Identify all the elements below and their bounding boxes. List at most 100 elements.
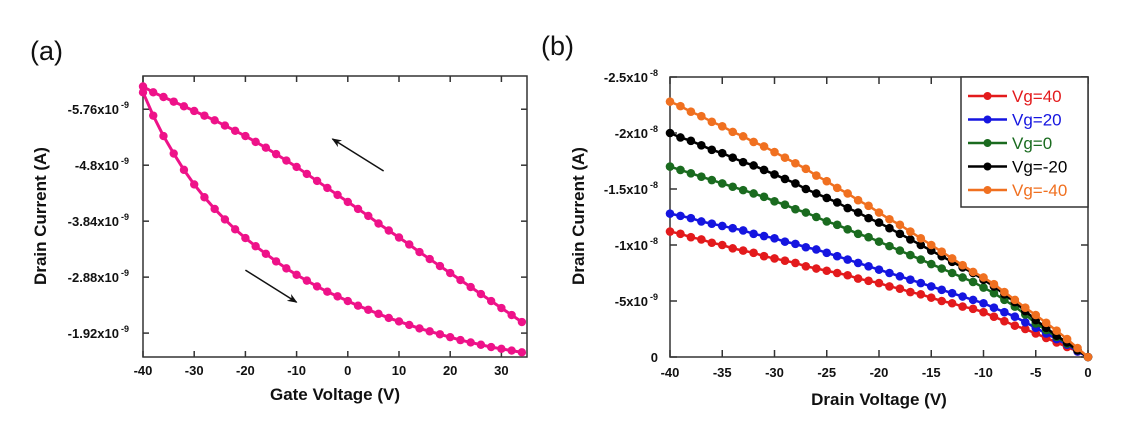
data-point — [466, 282, 475, 292]
data-point — [801, 242, 811, 252]
data-point — [717, 148, 727, 158]
data-point — [697, 235, 706, 244]
data-point — [770, 233, 779, 243]
y-tick-label: -1.5x10 -8 — [604, 180, 658, 197]
data-point — [292, 270, 301, 279]
data-point — [486, 296, 496, 306]
data-point — [979, 273, 988, 282]
data-point — [801, 261, 811, 271]
y-tick-label: -4.8x10 -9 — [75, 156, 129, 173]
data-point — [138, 82, 148, 91]
data-point — [968, 267, 978, 277]
x-tick-label: -5 — [1030, 365, 1042, 380]
data-point — [517, 348, 527, 357]
data-point — [415, 324, 424, 333]
data-point — [874, 208, 884, 217]
panel-b: (b) -40 -35 -30 -25 -20 -15 -10 -5 0 0 -5x10 -9 -1x… — [541, 31, 1093, 409]
legend-swatch-marker — [983, 92, 992, 100]
data-point — [864, 213, 873, 223]
data-point — [989, 312, 999, 321]
data-point — [780, 174, 790, 184]
data-point — [697, 111, 706, 121]
x-tick-label: 20 — [443, 363, 457, 378]
data-point — [864, 276, 873, 286]
x-tick-label: -40 — [661, 365, 680, 380]
data-point — [916, 233, 926, 243]
data-point — [676, 229, 685, 239]
data-point — [364, 211, 373, 221]
data-point — [707, 219, 717, 229]
series-a — [138, 82, 527, 357]
x-tick-label: -30 — [765, 365, 784, 380]
data-point — [801, 208, 811, 217]
series-b — [665, 97, 1093, 362]
data-point — [989, 288, 999, 298]
data-point — [989, 279, 999, 289]
x-tick-label: -40 — [134, 363, 153, 378]
data-point — [210, 116, 219, 125]
data-point — [874, 237, 884, 246]
data-point — [190, 106, 199, 116]
data-point — [230, 225, 240, 234]
x-tick-label: -20 — [870, 365, 889, 380]
data-point — [822, 193, 832, 203]
data-point — [707, 117, 717, 127]
data-point — [497, 303, 506, 313]
data-point — [906, 235, 915, 244]
data-point — [832, 251, 842, 261]
data-point — [770, 147, 779, 157]
x-tick-label: -10 — [287, 363, 306, 378]
data-point — [149, 111, 158, 120]
data-point — [728, 182, 737, 192]
y-tick-label: 0 — [651, 350, 658, 365]
data-point — [1000, 287, 1009, 297]
data-point — [791, 204, 800, 214]
data-point — [415, 247, 424, 257]
data-point — [200, 111, 209, 120]
data-point — [665, 209, 675, 218]
data-point — [665, 128, 675, 138]
data-point — [405, 320, 414, 330]
data-point — [822, 266, 832, 276]
data-point — [738, 226, 748, 235]
data-point — [864, 201, 873, 211]
data-point — [759, 251, 769, 261]
y-tick-label: -5x10 -9 — [615, 292, 658, 309]
data-point — [169, 149, 178, 158]
data-point — [864, 261, 873, 271]
data-point — [717, 179, 727, 188]
data-point — [665, 162, 675, 171]
data-point — [169, 97, 178, 106]
y-tick-label: -5.76x10 -9 — [68, 100, 129, 117]
data-point — [738, 246, 748, 255]
data-point — [937, 247, 946, 257]
data-point — [801, 164, 811, 174]
data-point — [364, 305, 373, 314]
data-point — [749, 189, 758, 198]
legend-swatch-marker — [983, 162, 992, 171]
data-point — [885, 241, 894, 251]
data-point — [885, 268, 894, 278]
legend-label: Vg=0 — [1012, 134, 1052, 153]
data-point — [159, 92, 168, 102]
data-point — [906, 250, 915, 260]
data-point — [717, 121, 727, 131]
data-point — [343, 197, 352, 207]
data-point — [1010, 295, 1020, 305]
data-point — [220, 121, 230, 130]
data-point — [843, 270, 852, 280]
sweep-direction-arrow — [245, 269, 298, 303]
x-tick-label: 30 — [494, 363, 508, 378]
x-ticks-b: -40 -35 -30 -25 -20 -15 -10 -5 0 — [661, 77, 1092, 380]
data-point — [979, 298, 988, 308]
data-point — [937, 264, 946, 273]
data-point — [676, 165, 685, 175]
data-point — [958, 273, 967, 282]
data-point — [200, 193, 209, 202]
data-point — [1021, 303, 1030, 313]
data-point — [159, 131, 168, 141]
data-point — [916, 240, 926, 250]
data-point — [707, 238, 717, 248]
data-point — [759, 165, 769, 175]
data-point — [885, 223, 894, 233]
